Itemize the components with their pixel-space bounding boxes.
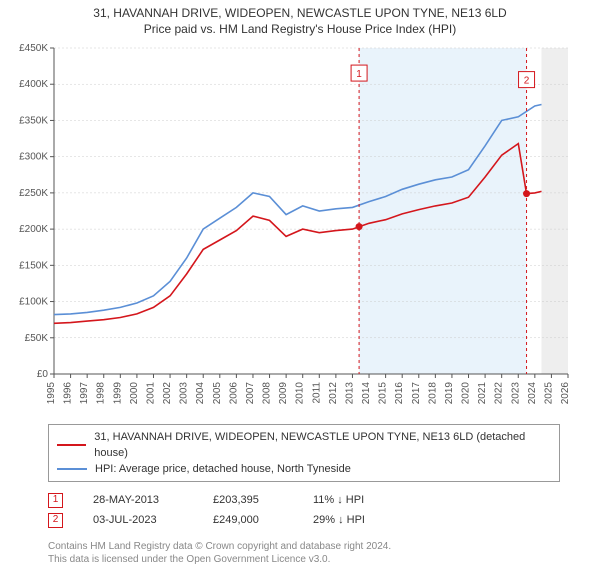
svg-text:2008: 2008 [262,382,273,405]
legend-label: HPI: Average price, detached house, Nort… [95,461,351,477]
annotation-date: 03-JUL-2023 [93,510,183,530]
svg-text:2000: 2000 [129,382,140,405]
svg-text:2016: 2016 [394,382,405,405]
svg-text:1995: 1995 [46,382,57,405]
svg-text:2023: 2023 [510,382,521,405]
svg-text:1998: 1998 [96,382,107,405]
svg-text:1997: 1997 [79,382,90,405]
svg-text:2020: 2020 [461,382,472,405]
svg-text:£400K: £400K [19,79,48,90]
svg-text:2022: 2022 [494,382,505,405]
svg-text:2026: 2026 [560,382,571,405]
svg-text:£250K: £250K [19,188,48,199]
legend-item: 31, HAVANNAH DRIVE, WIDEOPEN, NEWCASTLE … [57,429,551,461]
svg-text:2013: 2013 [344,382,355,405]
svg-text:2014: 2014 [361,382,372,405]
svg-text:2005: 2005 [212,382,223,405]
svg-text:£350K: £350K [19,115,48,126]
annotation-pct: 29% ↓ HPI [313,510,403,530]
svg-text:2019: 2019 [444,382,455,405]
svg-text:2004: 2004 [195,382,206,405]
svg-text:2015: 2015 [378,382,389,405]
title-line1: 31, HAVANNAH DRIVE, WIDEOPEN, NEWCASTLE … [10,6,590,20]
title-line2: Price paid vs. HM Land Registry's House … [10,22,590,36]
annotation-row: 2 03-JUL-2023 £249,000 29% ↓ HPI [48,510,560,530]
svg-text:2009: 2009 [278,382,289,405]
svg-text:2017: 2017 [411,382,422,405]
svg-text:2012: 2012 [328,382,339,405]
svg-text:1999: 1999 [112,382,123,405]
legend-swatch [57,444,86,446]
chart-title-block: 31, HAVANNAH DRIVE, WIDEOPEN, NEWCASTLE … [0,0,600,38]
svg-text:£100K: £100K [19,297,48,308]
svg-text:2007: 2007 [245,382,256,405]
annotation-price: £203,395 [213,490,283,510]
annotation-price: £249,000 [213,510,283,530]
svg-text:£450K: £450K [19,43,48,54]
svg-text:£150K: £150K [19,260,48,271]
svg-text:2002: 2002 [162,382,173,405]
svg-text:2025: 2025 [543,382,554,405]
annotation-pct: 11% ↓ HPI [313,490,403,510]
legend-label: 31, HAVANNAH DRIVE, WIDEOPEN, NEWCASTLE … [94,429,551,461]
svg-text:2003: 2003 [179,382,190,405]
svg-text:2: 2 [524,76,530,87]
svg-text:2010: 2010 [295,382,306,405]
svg-text:2018: 2018 [427,382,438,405]
svg-text:£200K: £200K [19,224,48,235]
annotation-marker: 2 [48,513,63,528]
annotation-table: 1 28-MAY-2013 £203,395 11% ↓ HPI 2 03-JU… [48,490,560,530]
svg-text:£50K: £50K [25,333,49,344]
annotation-row: 1 28-MAY-2013 £203,395 11% ↓ HPI [48,490,560,510]
svg-text:2021: 2021 [477,382,488,405]
svg-text:£0: £0 [37,369,49,380]
line-chart: £0 £50K £100K £150K £200K £250K £300K £350K £400… [0,38,600,418]
footnote: Contains HM Land Registry data © Crown c… [48,540,560,566]
svg-text:1996: 1996 [63,382,74,405]
svg-text:2011: 2011 [311,382,322,404]
legend-item: HPI: Average price, detached house, Nort… [57,461,551,477]
footnote-line: Contains HM Land Registry data © Crown c… [48,540,560,553]
svg-text:2024: 2024 [527,382,538,405]
annotation-marker: 1 [48,493,63,508]
legend: 31, HAVANNAH DRIVE, WIDEOPEN, NEWCASTLE … [48,424,560,482]
svg-text:1: 1 [356,69,362,80]
annotation-date: 28-MAY-2013 [93,490,183,510]
chart-container: £0 £50K £100K £150K £200K £250K £300K £350K £400… [0,38,600,418]
svg-text:2006: 2006 [228,382,239,405]
legend-swatch [57,468,87,470]
svg-text:2001: 2001 [145,382,156,405]
svg-text:£300K: £300K [19,152,48,163]
